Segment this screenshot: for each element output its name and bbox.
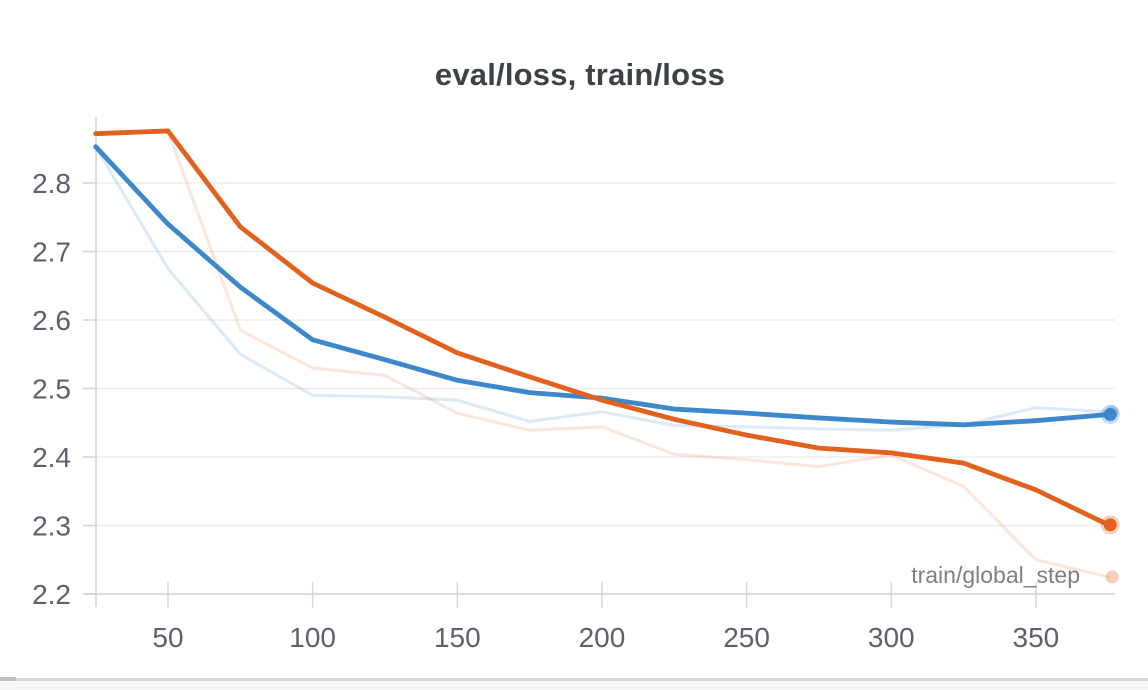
y-tick-label: 2.3 bbox=[32, 511, 71, 542]
x-tick-label: 50 bbox=[152, 622, 183, 653]
scrollbar-thumb[interactable] bbox=[0, 677, 16, 681]
series-train-loss-original- bbox=[94, 129, 1110, 579]
x-tick-label: 300 bbox=[868, 622, 915, 653]
end-dot-raw bbox=[1105, 570, 1119, 584]
y-tick-label: 2.8 bbox=[32, 168, 71, 199]
horizontal-divider bbox=[0, 678, 1148, 681]
x-tick-label: 100 bbox=[289, 622, 336, 653]
end-dot bbox=[1103, 518, 1117, 532]
x-axis-label: train/global_step bbox=[911, 562, 1080, 588]
y-tick-label: 2.6 bbox=[32, 305, 71, 336]
series-eval-loss-original- bbox=[94, 145, 1110, 432]
y-tick-label: 2.4 bbox=[32, 442, 71, 473]
page-bottom-strip bbox=[0, 681, 1148, 690]
y-tick-label: 2.5 bbox=[32, 374, 71, 405]
x-tick-label: 250 bbox=[723, 622, 770, 653]
x-tick-label: 200 bbox=[579, 622, 626, 653]
y-tick-label: 2.2 bbox=[32, 579, 71, 610]
x-tick-label: 150 bbox=[434, 622, 481, 653]
chart-title: eval/loss, train/loss bbox=[434, 57, 726, 92]
series-train-loss bbox=[93, 128, 1111, 528]
x-tick-label: 350 bbox=[1013, 622, 1060, 653]
y-tick-label: 2.7 bbox=[32, 237, 71, 268]
end-dot bbox=[1103, 408, 1117, 422]
series-eval-loss bbox=[93, 144, 1111, 428]
